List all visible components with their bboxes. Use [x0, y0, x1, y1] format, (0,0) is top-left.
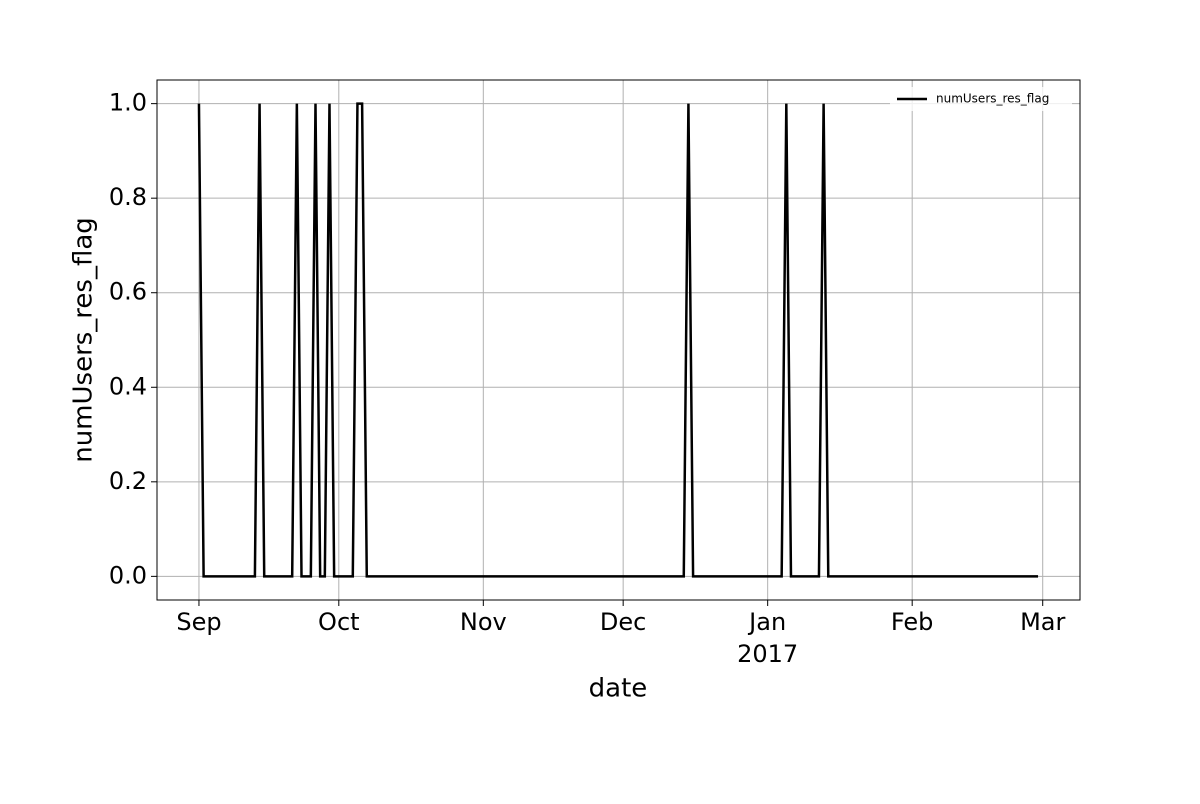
x-tick-label: Oct	[318, 608, 360, 636]
legend-label: numUsers_res_flag	[936, 92, 1049, 106]
x-axis-label: date	[589, 674, 648, 704]
y-tick-label: 0.2	[109, 467, 147, 495]
x-tick-label: Dec	[600, 608, 646, 636]
x-tick-label: Mar	[1020, 608, 1065, 636]
legend: numUsers_res_flag	[890, 87, 1072, 111]
data-line	[197, 102, 1039, 578]
plot-frame	[156, 79, 1081, 601]
x-tick-label: Feb	[891, 608, 934, 636]
y-axis-label: numUsers_res_flag	[69, 217, 99, 463]
y-tick-label: 0.6	[109, 278, 147, 306]
y-tick-label: 0.0	[109, 561, 147, 589]
y-tick-label: 0.8	[109, 183, 147, 211]
y-tick-label: 1.0	[109, 89, 147, 117]
x-tick-label: Nov	[460, 608, 507, 636]
x-tick-label: Sep	[176, 608, 221, 636]
x-tick-sublabel: 2017	[737, 640, 798, 668]
x-tick-label: Jan	[747, 608, 786, 636]
y-tick-label: 0.4	[109, 372, 147, 400]
